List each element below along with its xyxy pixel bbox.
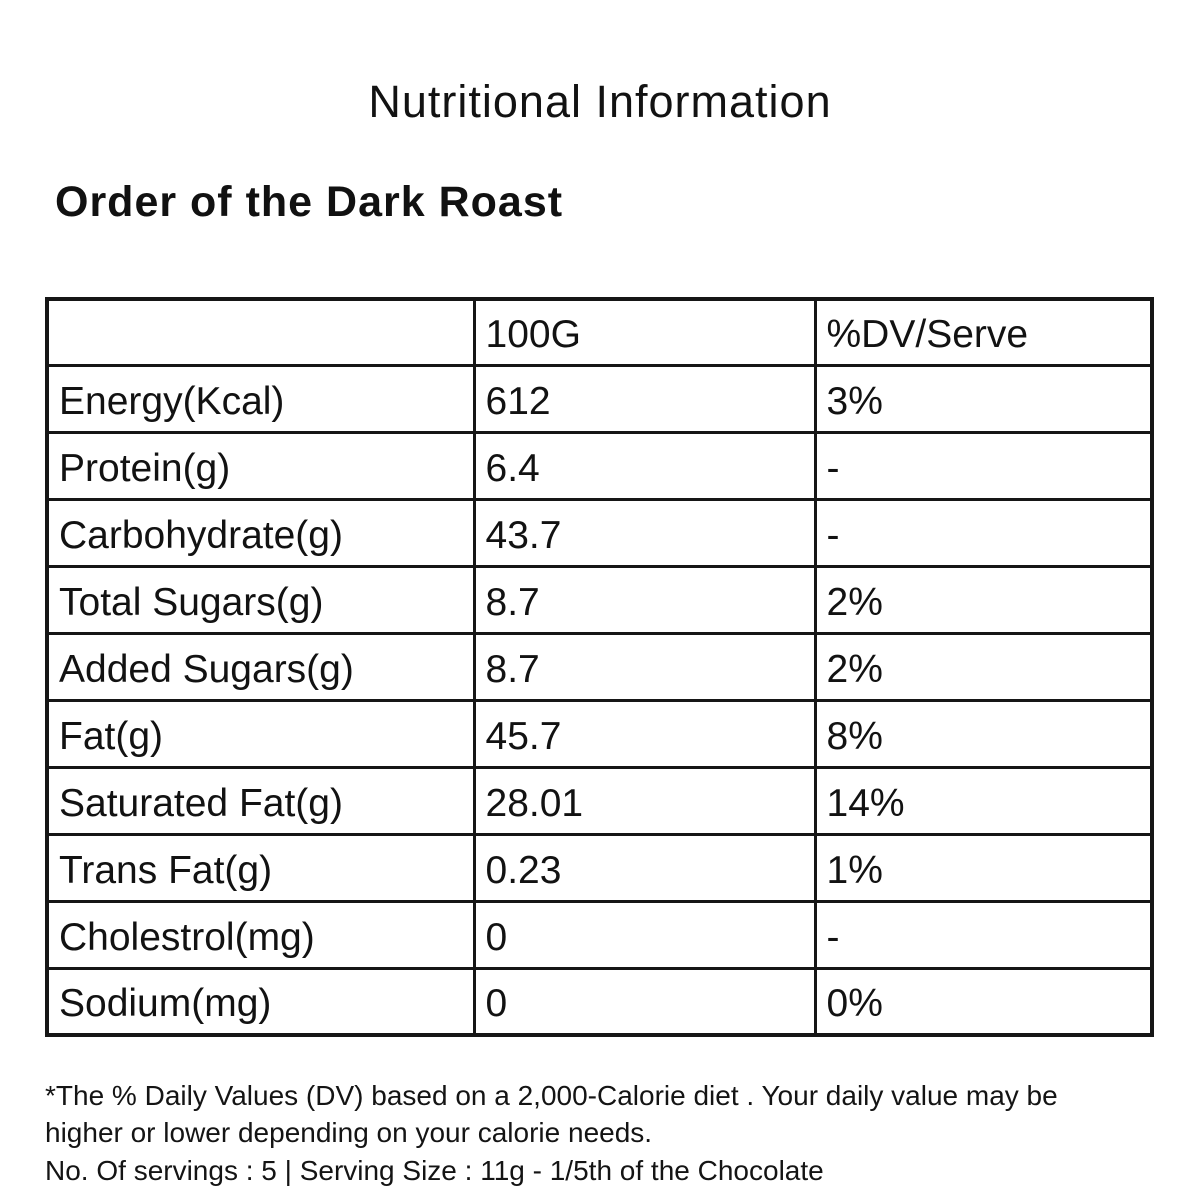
nutrient-dv-per-serve: 14% [813, 765, 1154, 836]
nutrient-amount-per-100g: 45.7 [472, 698, 817, 769]
nutrient-dv-per-serve: - [813, 497, 1154, 568]
table-row: Sodium(mg) 0 0% [45, 966, 1154, 1037]
nutrient-dv-per-serve: 3% [813, 363, 1154, 434]
daily-value-footnote: *The % Daily Values (DV) based on a 2,00… [45, 1080, 1058, 1148]
nutrition-table: 100G %DV/Serve Energy(Kcal) 612 3% Prote… [45, 297, 1154, 1037]
nutrient-amount-per-100g: 0 [472, 966, 817, 1037]
table-row: Added Sugars(g) 8.7 2% [45, 631, 1154, 702]
column-header-nutrient [45, 297, 476, 367]
nutrient-dv-per-serve: 0% [813, 966, 1154, 1037]
table-row: Protein(g) 6.4 - [45, 430, 1154, 501]
nutrient-dv-per-serve: - [813, 430, 1154, 501]
nutrient-amount-per-100g: 8.7 [472, 564, 817, 635]
nutrient-amount-per-100g: 8.7 [472, 631, 817, 702]
page-title: Nutritional Information [368, 76, 832, 127]
nutrient-dv-per-serve: - [813, 899, 1154, 970]
nutrient-amount-per-100g: 612 [472, 363, 817, 434]
table-row: Fat(g) 45.7 8% [45, 698, 1154, 769]
serving-size-footnote: No. Of servings : 5 | Serving Size : 11g… [45, 1155, 824, 1186]
nutrient-dv-per-serve: 8% [813, 698, 1154, 769]
nutrition-label-page: Nutritional Information Order of the Dar… [0, 76, 1200, 1200]
table-header-row: 100G %DV/Serve [45, 297, 1154, 367]
column-header-per-100g: 100G [472, 297, 817, 367]
nutrient-name: Saturated Fat(g) [45, 765, 476, 836]
nutrient-name: Sodium(mg) [45, 966, 476, 1037]
nutrient-name: Energy(Kcal) [45, 363, 476, 434]
nutrient-amount-per-100g: 0 [472, 899, 817, 970]
nutrient-name: Cholestrol(mg) [45, 899, 476, 970]
nutrient-name: Trans Fat(g) [45, 832, 476, 903]
table-row: Trans Fat(g) 0.23 1% [45, 832, 1154, 903]
table-row: Cholestrol(mg) 0 - [45, 899, 1154, 970]
table-row: Saturated Fat(g) 28.01 14% [45, 765, 1154, 836]
nutrient-dv-per-serve: 2% [813, 564, 1154, 635]
nutrient-amount-per-100g: 6.4 [472, 430, 817, 501]
nutrient-name: Added Sugars(g) [45, 631, 476, 702]
nutrient-name: Protein(g) [45, 430, 476, 501]
nutrient-dv-per-serve: 1% [813, 832, 1154, 903]
table-row: Total Sugars(g) 8.7 2% [45, 564, 1154, 635]
product-title: Order of the Dark Roast [55, 178, 564, 226]
nutrient-name: Total Sugars(g) [45, 564, 476, 635]
nutrient-dv-per-serve: 2% [813, 631, 1154, 702]
table-row: Carbohydrate(g) 43.7 - [45, 497, 1154, 568]
nutrient-amount-per-100g: 43.7 [472, 497, 817, 568]
footnotes-section: *The % Daily Values (DV) based on a 2,00… [45, 1077, 1120, 1189]
nutrition-table-body: Energy(Kcal) 612 3% Protein(g) 6.4 - Car… [45, 363, 1154, 1037]
table-row: Energy(Kcal) 612 3% [45, 363, 1154, 434]
nutrient-name: Carbohydrate(g) [45, 497, 476, 568]
nutrient-amount-per-100g: 0.23 [472, 832, 817, 903]
nutrient-amount-per-100g: 28.01 [472, 765, 817, 836]
nutrient-name: Fat(g) [45, 698, 476, 769]
column-header-dv-per-serve: %DV/Serve [813, 297, 1154, 367]
